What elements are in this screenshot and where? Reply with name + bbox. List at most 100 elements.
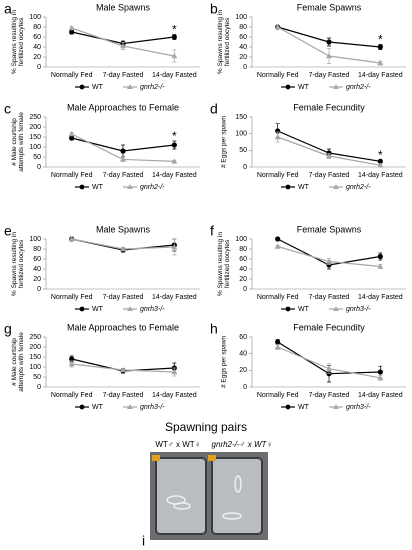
point bbox=[377, 263, 384, 269]
point bbox=[68, 25, 75, 31]
point bbox=[275, 339, 281, 345]
panel-label: a bbox=[4, 1, 12, 17]
point bbox=[68, 131, 75, 137]
y-tick-label: 0 bbox=[37, 384, 41, 391]
y-tick-label: 0 bbox=[243, 164, 247, 171]
y-tick-label: 0 bbox=[243, 64, 247, 71]
x-tick-label: 14-day Fasted bbox=[358, 294, 403, 301]
legend-marker bbox=[285, 184, 291, 190]
legend-marker bbox=[333, 404, 339, 409]
point bbox=[377, 60, 384, 66]
x-tick-label: 7-day Fasted bbox=[103, 172, 144, 179]
x-tick-label: Normally Fed bbox=[51, 392, 93, 399]
x-tick-label: 7-day Fasted bbox=[103, 72, 144, 79]
y-tick-label: 50 bbox=[33, 374, 41, 381]
panel-label: g bbox=[4, 321, 12, 337]
y-tick-label: 0 bbox=[243, 384, 247, 391]
y-tick-label: 40 bbox=[33, 266, 41, 273]
y-tick-label: 250 bbox=[29, 334, 41, 341]
legend-label: gnrh3-/- bbox=[140, 306, 165, 313]
legend-marker bbox=[333, 84, 339, 89]
x-tick-label: 14-day Fasted bbox=[152, 392, 197, 399]
y-tick-label: 60 bbox=[239, 256, 247, 263]
legend-label: WT bbox=[92, 306, 104, 313]
point bbox=[68, 236, 75, 242]
point bbox=[69, 29, 75, 35]
point bbox=[171, 158, 178, 164]
y-tick-label: 60 bbox=[239, 34, 247, 41]
legend-marker bbox=[127, 404, 133, 409]
fish bbox=[173, 502, 191, 510]
legend-label: gnrh3-/- bbox=[140, 404, 165, 411]
photo-title: Spawning pairs bbox=[165, 420, 247, 434]
panel-label: d bbox=[210, 101, 218, 117]
point bbox=[171, 142, 177, 148]
y-tick-label: 80 bbox=[239, 24, 247, 31]
panel-label: h bbox=[210, 321, 218, 337]
chart-title: Female Fecundity bbox=[293, 322, 365, 332]
photo-caption: WT♂ x WT♀ bbox=[155, 440, 200, 449]
annotation: * bbox=[378, 148, 383, 162]
legend-label: WT bbox=[298, 84, 310, 91]
y-tick-label: 60 bbox=[33, 34, 41, 41]
y-axis-label: % Spawns resulting in bbox=[217, 232, 224, 296]
x-tick-label: 7-day Fasted bbox=[309, 294, 350, 301]
y-tick-label: 20 bbox=[33, 54, 41, 61]
x-tick-label: 14-day Fasted bbox=[358, 392, 403, 399]
point bbox=[120, 43, 126, 49]
y-axis-label: attempts with female bbox=[18, 112, 25, 172]
y-tick-label: 20 bbox=[239, 54, 247, 61]
legend-label: gnrh2-/- bbox=[346, 84, 371, 91]
legend-marker bbox=[127, 84, 133, 89]
panel-label: c bbox=[4, 101, 11, 117]
x-tick-label: Normally Fed bbox=[51, 72, 93, 79]
x-tick-label: 14-day Fasted bbox=[358, 72, 403, 79]
legend-marker bbox=[79, 184, 85, 190]
y-tick-label: 0 bbox=[37, 164, 41, 171]
y-tick-label: 20 bbox=[239, 367, 247, 374]
chart-title: Male Approaches to Female bbox=[67, 322, 179, 332]
x-tick-label: 7-day Fasted bbox=[309, 172, 350, 179]
annotation: * bbox=[172, 129, 177, 143]
y-axis-label: # Male courtship bbox=[11, 338, 18, 386]
x-tick-label: 7-day Fasted bbox=[309, 72, 350, 79]
point bbox=[326, 365, 332, 371]
legend-marker bbox=[79, 404, 85, 410]
y-axis-label: fertilized oocytes bbox=[18, 17, 25, 66]
chart-title: Female Spawns bbox=[297, 224, 362, 234]
y-axis-label: # Male courtship bbox=[11, 118, 18, 166]
legend-marker bbox=[333, 306, 339, 311]
y-tick-label: 60 bbox=[239, 334, 247, 341]
x-tick-label: Normally Fed bbox=[51, 172, 93, 179]
legend-label: gnrh2-/- bbox=[346, 184, 371, 191]
x-tick-label: 14-day Fasted bbox=[358, 172, 403, 179]
y-tick-label: 150 bbox=[29, 134, 41, 141]
y-tick-label: 200 bbox=[29, 344, 41, 351]
point bbox=[69, 356, 75, 362]
y-axis-label: fertilized oocytes bbox=[224, 17, 231, 66]
fish bbox=[222, 512, 242, 520]
legend-marker bbox=[285, 306, 291, 312]
point bbox=[171, 53, 178, 59]
point bbox=[274, 243, 281, 249]
point bbox=[274, 344, 281, 350]
x-tick-label: 7-day Fasted bbox=[309, 392, 350, 399]
y-tick-label: 100 bbox=[29, 364, 41, 371]
x-tick-label: Normally Fed bbox=[257, 172, 299, 179]
y-tick-label: 100 bbox=[235, 14, 247, 21]
y-axis-label: # Eggs per spawn bbox=[221, 116, 228, 168]
point bbox=[275, 236, 281, 242]
point bbox=[120, 246, 126, 252]
point bbox=[326, 153, 332, 159]
fish bbox=[234, 475, 242, 493]
legend-label: gnrh2-/- bbox=[140, 84, 165, 91]
legend-label: WT bbox=[92, 404, 104, 411]
y-tick-label: 50 bbox=[239, 147, 247, 154]
y-tick-label: 100 bbox=[235, 131, 247, 138]
panel-label: b bbox=[210, 1, 218, 17]
x-tick-label: 14-day Fasted bbox=[152, 294, 197, 301]
legend-marker bbox=[285, 84, 291, 90]
y-tick-label: 20 bbox=[33, 276, 41, 283]
y-tick-label: 250 bbox=[29, 114, 41, 121]
